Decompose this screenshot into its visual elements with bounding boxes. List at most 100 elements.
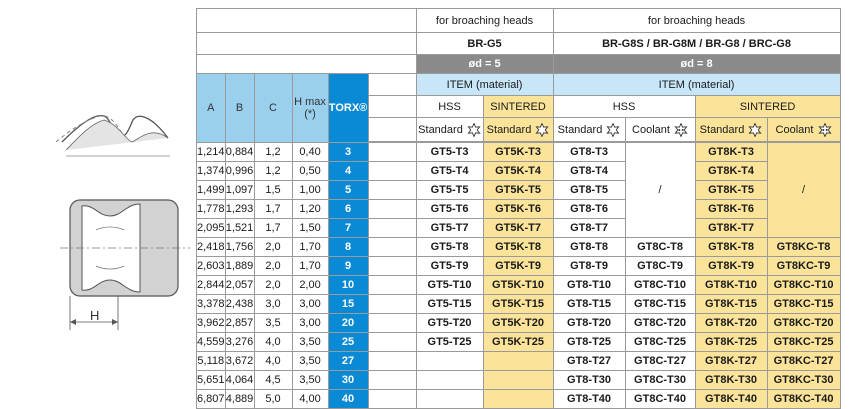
cell-c: 1,7	[253, 199, 293, 219]
cell-hmax: 1,50	[291, 218, 329, 238]
cell-a: 1,214	[196, 142, 226, 162]
cell-b: 2,057	[224, 275, 255, 295]
cell-torx: 40	[327, 389, 369, 409]
group-model-g8: BR-G8S / BR-G8M / BR-G8 / BRC-G8	[552, 32, 841, 55]
cell-torx: 30	[327, 370, 369, 390]
cell-hmax: 3,50	[291, 332, 329, 352]
cell-g8-sintered-standard: GT8K-T6	[694, 199, 768, 219]
cell-g8-hss-coolant: GT8C-T10	[624, 275, 696, 295]
cell-g8-hss-coolant: GT8C-T9	[624, 256, 696, 276]
cell-c: 4,0	[253, 332, 293, 352]
cell-g8-hss-coolant: GT8C-T20	[624, 313, 696, 333]
table-row: 1,374 0,996 1,2 0,50 4 GT5-T4 GT5K-T4 GT8-T4 GT8…	[196, 161, 841, 181]
cell-g5-sintered: GT5K-T6	[482, 199, 554, 219]
cell-g5-hss	[415, 389, 484, 409]
cell-g8-hss-standard: GT8-T5	[552, 180, 626, 200]
col-header-b: B	[224, 73, 255, 143]
cell-a: 4,559	[196, 332, 226, 352]
cell-g5-sintered	[482, 370, 554, 390]
torx-profile-drawing: H	[0, 80, 196, 400]
cell-g5-hss: GT5-T20	[415, 313, 484, 333]
sub-coolant-sintered-g8: Coolant	[766, 117, 841, 142]
cell-a: 5,118	[196, 351, 226, 371]
cell-g8-sintered-coolant: GT8KC-T40	[766, 389, 841, 409]
cell-a: 2,603	[196, 256, 226, 276]
cell-hmax: 1,20	[291, 199, 329, 219]
cell-c: 1,2	[253, 161, 293, 181]
broach-spec-table: for broaching heads for broaching heads …	[196, 8, 841, 409]
cell-g5-sintered	[482, 351, 554, 371]
cell-b: 4,889	[224, 389, 255, 409]
table-row: 3,962 2,857 3,5 3,00 20 GT5-T20 GT5K-T20 GT8-T2…	[196, 313, 841, 333]
torx-star-icon	[748, 121, 762, 138]
torx-lobe-profile	[55, 114, 170, 157]
cell-b: 3,276	[224, 332, 255, 352]
group-title-g8: for broaching heads	[552, 8, 841, 33]
cell-torx: 9	[327, 256, 369, 276]
cell-b: 1,293	[224, 199, 255, 219]
cell-g8-hss-standard: GT8-T4	[552, 161, 626, 181]
cell-b: 3,672	[224, 351, 255, 371]
cell-g5-sintered: GT5K-T5	[482, 180, 554, 200]
dimension-h-label: H	[90, 308, 99, 323]
cell-c: 1,2	[253, 142, 293, 162]
cell-torx: 7	[327, 218, 369, 238]
hmax-note: (*)	[304, 108, 316, 120]
cell-g8-hss-standard: GT8-T30	[552, 370, 626, 390]
cell-b: 2,857	[224, 313, 255, 333]
cell-g5-sintered	[482, 389, 554, 409]
cell-g8-sintered-standard: GT8K-T30	[694, 370, 768, 390]
table-row: 2,844 2,057 2,0 2,00 10 GT5-T10 GT5K-T10 GT8-T1…	[196, 275, 841, 295]
cell-g8-hss-coolant: GT8C-T8	[624, 237, 696, 257]
cell-g8-hss-standard: GT8-T9	[552, 256, 626, 276]
cell-a: 1,374	[196, 161, 226, 181]
material-hss-g8: HSS	[552, 95, 696, 118]
cell-b: 1,889	[224, 256, 255, 276]
col-header-torx: TORX®	[327, 73, 369, 143]
torx-star-icon	[535, 121, 549, 138]
table-row: 6,807 4,889 5,0 4,00 40 GT8-T40 GT8C-T40 GT8K-T…	[196, 389, 841, 409]
cell-g8-sintered-coolant: GT8KC-T20	[766, 313, 841, 333]
cell-g8-sintered-coolant: GT8KC-T25	[766, 332, 841, 352]
cell-c: 5,0	[253, 389, 293, 409]
cell-c: 2,0	[253, 256, 293, 276]
torx-coolant-icon	[817, 121, 832, 138]
cell-g8-hss-standard: GT8-T10	[552, 275, 626, 295]
cell-b: 1,521	[224, 218, 255, 238]
cell-torx: 8	[327, 237, 369, 257]
torx-star-icon	[467, 121, 481, 138]
cell-g8-hss-standard: GT8-T3	[552, 142, 626, 162]
cell-g8-sintered-standard: GT8K-T40	[694, 389, 768, 409]
cell-a: 2,418	[196, 237, 226, 257]
sub-standard-hss-g5: Standard	[415, 117, 484, 142]
cell-g8-sintered-standard: GT8K-T20	[694, 313, 768, 333]
cell-g8-hss-standard: GT8-T20	[552, 313, 626, 333]
cell-hmax: 4,00	[291, 389, 329, 409]
cell-torx: 6	[327, 199, 369, 219]
cell-g5-hss	[415, 351, 484, 371]
cell-g8-hss-standard: GT8-T8	[552, 237, 626, 257]
torx-coolant-icon	[674, 121, 688, 138]
cell-g5-hss: GT5-T4	[415, 161, 484, 181]
cell-g8-hss-coolant: GT8C-T30	[624, 370, 696, 390]
table-row: 5,118 3,672 4,0 3,50 27 GT8-T27 GT8C-T27 GT8K-T…	[196, 351, 841, 371]
cell-g5-sintered: GT5K-T25	[482, 332, 554, 352]
torx-star-icon	[606, 121, 620, 138]
cell-g8-sintered-standard: GT8K-T4	[694, 161, 768, 181]
cell-g8-sintered-standard: GT8K-T5	[694, 180, 768, 200]
cell-g5-hss	[415, 370, 484, 390]
cell-g5-sintered: GT5K-T15	[482, 294, 554, 314]
cell-g5-sintered: GT5K-T9	[482, 256, 554, 276]
sub-coolant-hss-g8: Coolant	[624, 117, 696, 142]
cell-b: 2,438	[224, 294, 255, 314]
cell-g8-sintered-standard: GT8K-T10	[694, 275, 768, 295]
cell-a: 2,095	[196, 218, 226, 238]
cell-g8-sintered-standard: GT8K-T25	[694, 332, 768, 352]
cell-torx: 5	[327, 180, 369, 200]
cell-g8-hss-standard: GT8-T7	[552, 218, 626, 238]
cell-g8-sintered-standard: GT8K-T7	[694, 218, 768, 238]
cell-g8-sintered-coolant: GT8KC-T27	[766, 351, 841, 371]
cell-g8-hss-standard: GT8-T40	[552, 389, 626, 409]
sub-standard-hss-g8: Standard	[552, 117, 626, 142]
cell-g5-sintered: GT5K-T4	[482, 161, 554, 181]
